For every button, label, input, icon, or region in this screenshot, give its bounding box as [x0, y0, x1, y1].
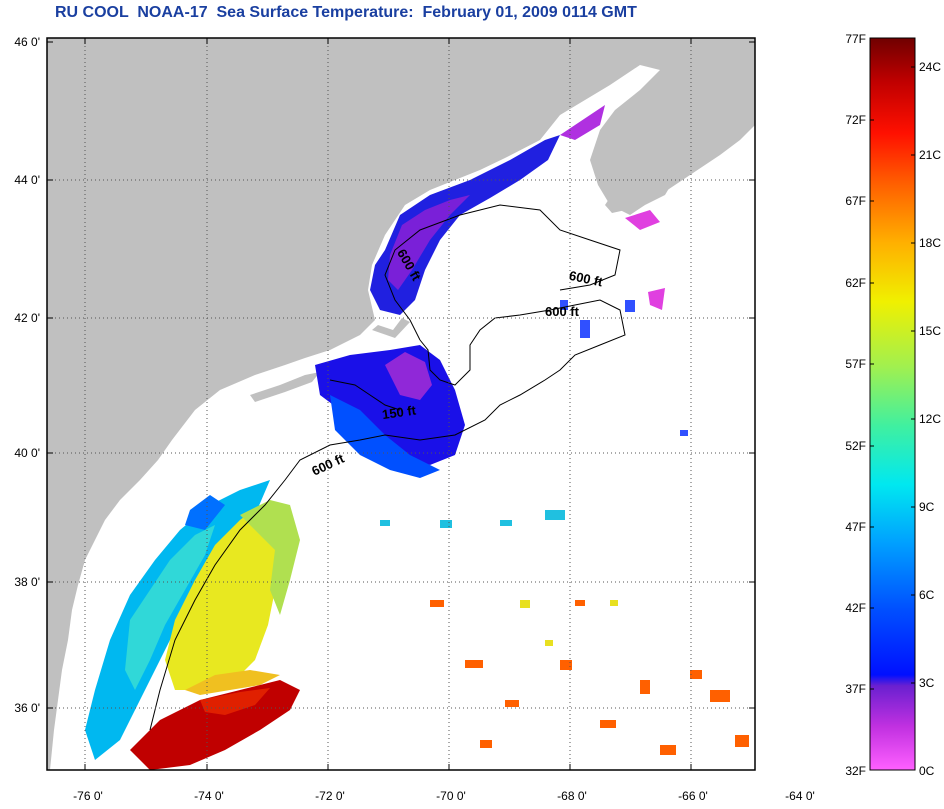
isobath-600ft-shelf	[149, 299, 626, 731]
map-frame	[46, 37, 756, 771]
longitude-labels: -76 0' -74 0' -72 0' -70 0' -68 0' -66 0…	[73, 789, 815, 803]
lon-label-70: -70 0'	[436, 789, 466, 803]
lat-label-44: 44 0'	[14, 173, 40, 187]
cbar-f-42: 42F	[845, 601, 866, 615]
isobath-600ft-gulf	[384, 204, 621, 341]
cbar-f-32: 32F	[845, 764, 866, 778]
lon-label-72: -72 0'	[315, 789, 345, 803]
contour-label-gulf-east: 600 ft	[568, 268, 605, 290]
cbar-f-47: 47F	[845, 520, 866, 534]
cbar-c-9: 9C	[919, 500, 935, 514]
lat-label-36: 36 0'	[14, 701, 40, 715]
lon-label-74: -74 0'	[194, 789, 224, 803]
isobath-150ft	[329, 379, 401, 411]
nova-scotia-land	[605, 100, 755, 213]
cbar-c-0: 0C	[919, 764, 935, 778]
color-bar-gradient	[869, 37, 916, 771]
lat-label-46: 46 0'	[14, 35, 40, 49]
lat-label-40: 40 0'	[14, 446, 40, 460]
latitude-labels: 46 0' 44 0' 42 0' 40 0' 38 0' 36 0'	[14, 35, 40, 715]
lat-label-42: 42 0'	[14, 311, 40, 325]
lon-label-64: -64 0'	[785, 789, 815, 803]
contour-label-georges: 600 ft	[545, 304, 580, 319]
cbar-f-67: 67F	[845, 194, 866, 208]
cbar-f-72: 72F	[845, 113, 866, 127]
lon-label-68: -68 0'	[557, 789, 587, 803]
cbar-f-57: 57F	[845, 357, 866, 371]
color-bar: 77F 72F 67F 62F 57F 52F 47F 42F 37F 32F …	[845, 32, 941, 778]
cbar-f-37: 37F	[845, 682, 866, 696]
cbar-c-18: 18C	[919, 236, 941, 250]
axis-ticks	[47, 38, 755, 770]
cbar-c-6: 6C	[919, 588, 935, 602]
cbar-c-24: 24C	[919, 60, 941, 74]
cbar-f-77: 77F	[845, 32, 866, 46]
cbar-c-3: 3C	[919, 676, 935, 690]
map-title: RU COOL NOAA-17 Sea Surface Temperature:…	[55, 4, 637, 21]
cbar-c-12: 12C	[919, 412, 941, 426]
cape-cod-land	[372, 318, 410, 338]
cbar-f-62: 62F	[845, 276, 866, 290]
contour-label-150ft: 150 ft	[381, 402, 417, 422]
land-mass	[47, 38, 755, 770]
lat-label-38: 38 0'	[14, 575, 40, 589]
long-island-land	[250, 372, 320, 402]
cbar-c-21: 21C	[919, 148, 941, 162]
lon-label-66: -66 0'	[678, 789, 708, 803]
sst-data-layer	[85, 105, 749, 770]
lon-label-76: -76 0'	[73, 789, 103, 803]
cbar-f-52: 52F	[845, 439, 866, 453]
isobath-contours	[149, 204, 626, 731]
cbar-c-15: 15C	[919, 324, 941, 338]
